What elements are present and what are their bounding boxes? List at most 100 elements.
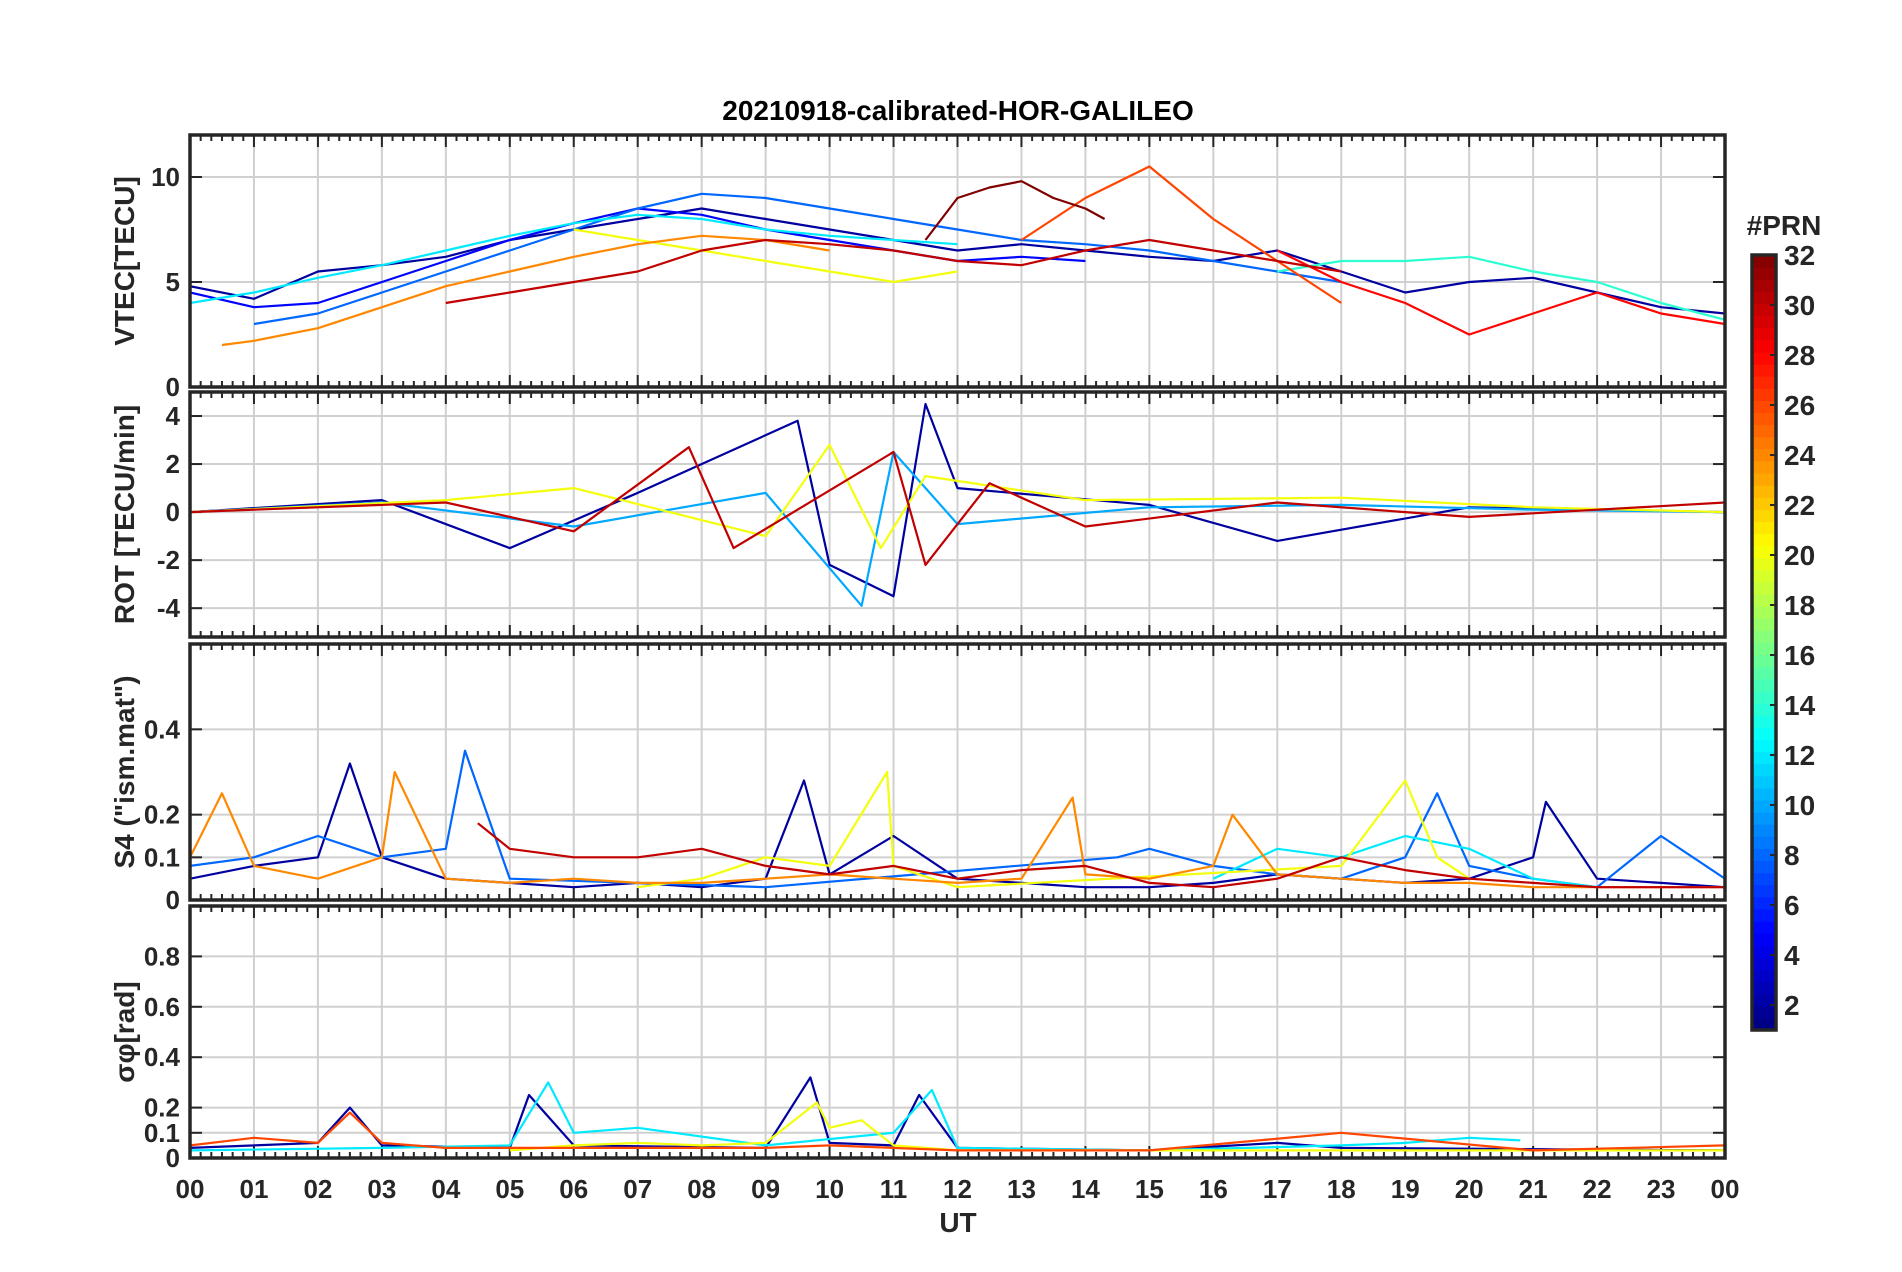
colorbar-swatch — [1752, 545, 1776, 559]
series-prn-20 — [190, 443, 1725, 550]
x-tick-label: 22 — [1583, 1174, 1612, 1204]
colorbar-swatch — [1752, 315, 1776, 329]
colorbar-swatch — [1752, 945, 1776, 958]
x-tick-label: 03 — [367, 1174, 396, 1204]
colorbar-tick-label: 2 — [1784, 990, 1800, 1021]
colorbar-tick-label: 24 — [1784, 440, 1816, 471]
colorbar-swatch — [1752, 969, 1776, 983]
series-prn-30 — [445, 238, 1342, 305]
y-tick-label: 0 — [166, 497, 180, 527]
colorbar-swatch — [1752, 267, 1776, 280]
colorbar-swatch — [1752, 412, 1776, 426]
colorbar-swatch — [1752, 630, 1776, 644]
colorbar-swatch — [1752, 775, 1776, 789]
colorbar-swatch — [1752, 957, 1776, 971]
colorbar-tick-label: 26 — [1784, 390, 1815, 421]
colorbar-swatch — [1752, 908, 1776, 922]
y-tick-label: 0.2 — [144, 1093, 180, 1123]
series-prn-14 — [1277, 255, 1725, 321]
series-prn-24 — [221, 234, 830, 347]
x-tick-label: 13 — [1007, 1174, 1036, 1204]
series-prn-24 — [190, 770, 1725, 889]
colorbar-swatch — [1752, 569, 1776, 583]
y-tick-label: 0 — [166, 885, 180, 915]
series-prn-8 — [253, 192, 1342, 326]
series-group — [190, 165, 1725, 347]
colorbar-swatch — [1752, 933, 1776, 946]
colorbar-swatch — [1752, 787, 1776, 801]
series-group — [190, 402, 1725, 607]
y-axis-label: VTEC[TECU] — [109, 176, 140, 346]
x-tick-label: 05 — [495, 1174, 524, 1204]
colorbar-swatch — [1752, 472, 1776, 486]
colorbar-swatch — [1752, 739, 1776, 753]
x-tick-label: 00 — [1711, 1174, 1740, 1204]
colorbar-swatch — [1752, 400, 1776, 414]
colorbar-swatch — [1752, 594, 1776, 607]
series-prn-2 — [190, 207, 1725, 315]
panel-rot: -4 -2 0 2 4 ROT [TECU/min] — [109, 390, 1727, 639]
y-tick-label: 0.4 — [144, 1042, 181, 1072]
series-prn-20 — [509, 1101, 1725, 1152]
y-tick-label: 5 — [166, 267, 180, 297]
x-tick-label: 09 — [751, 1174, 780, 1204]
colorbar-swatch — [1752, 993, 1776, 1007]
x-tick-label: 01 — [239, 1174, 268, 1204]
colorbar-swatch — [1752, 557, 1776, 571]
y-tick-label: 10 — [151, 162, 180, 192]
x-tick-label: 21 — [1519, 1174, 1548, 1204]
colorbar-title: #PRN — [1747, 210, 1822, 241]
x-tick-label: 18 — [1327, 1174, 1356, 1204]
colorbar-swatch — [1752, 460, 1776, 474]
colorbar-swatch — [1752, 303, 1776, 317]
colorbar-swatch — [1752, 339, 1776, 353]
y-tick-label: 0.2 — [144, 800, 180, 830]
colorbar-swatch — [1752, 981, 1776, 995]
x-tick-label: 00 — [176, 1174, 205, 1204]
series-prn-12 — [1212, 834, 1598, 889]
colorbar-tick-label: 10 — [1784, 790, 1815, 821]
x-tick-label: 04 — [431, 1174, 460, 1204]
colorbar-swatch — [1752, 703, 1776, 716]
colorbar-swatch — [1752, 1017, 1776, 1031]
y-tick-label: 0.8 — [144, 941, 180, 971]
colorbar-tick-label: 8 — [1784, 840, 1800, 871]
colorbar-tick-label: 4 — [1784, 940, 1800, 971]
colorbar-swatch — [1752, 690, 1776, 704]
series-prn-30 — [190, 446, 1725, 566]
colorbar-tick-label: 30 — [1784, 290, 1815, 321]
colorbar-swatch — [1752, 872, 1776, 886]
colorbar-swatch — [1752, 509, 1776, 523]
colorbar-swatch — [1752, 606, 1776, 619]
y-tick-label: -4 — [157, 593, 181, 623]
colorbar-swatch — [1752, 436, 1776, 450]
colorbar-frame — [1750, 253, 1778, 1032]
colorbar-swatch — [1752, 727, 1776, 740]
y-tick-label: 2 — [166, 449, 180, 479]
series-group — [190, 1076, 1725, 1152]
x-tick-label: 12 — [943, 1174, 972, 1204]
colorbar-swatch — [1752, 860, 1776, 874]
panel-sigma_phi: 00.10.2 0.4 0.6 0.8σφ[rad] — [109, 904, 1727, 1173]
colorbar-swatch — [1752, 715, 1776, 728]
y-axis-label: σφ[rad] — [109, 981, 140, 1082]
y-tick-label: 0 — [166, 1143, 180, 1173]
colorbar-swatch — [1752, 836, 1776, 849]
x-tick-label: 11 — [880, 1174, 908, 1204]
colorbar-swatch — [1752, 255, 1776, 268]
series-prn-20 — [573, 228, 958, 284]
y-tick-label: 0.6 — [144, 992, 180, 1022]
colorbar-tick-label: 32 — [1784, 240, 1815, 271]
colorbar-swatch — [1752, 388, 1776, 401]
colorbar-swatch — [1752, 521, 1776, 535]
colorbar-swatch — [1752, 896, 1776, 910]
y-tick-label: 0.4 — [144, 714, 181, 744]
y-axis-label: ROT [TECU/min] — [109, 405, 140, 624]
series-prn-26 — [190, 1111, 1725, 1152]
x-tick-label: 02 — [303, 1174, 332, 1204]
colorbar-swatch — [1752, 424, 1776, 438]
y-tick-label: 0.1 — [144, 1118, 180, 1148]
colorbar-swatch — [1752, 763, 1776, 777]
axis-frame — [188, 642, 1727, 902]
